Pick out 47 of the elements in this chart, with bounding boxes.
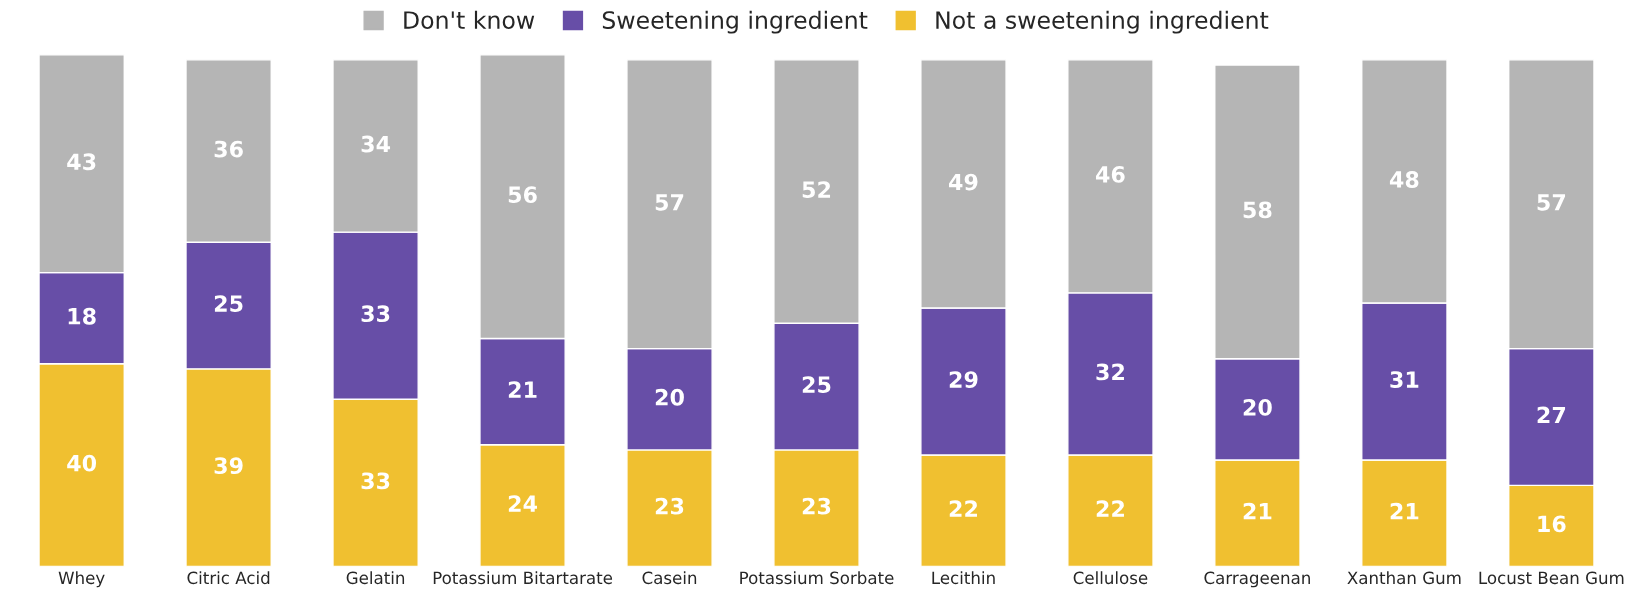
data-label: 33 — [361, 472, 390, 490]
data-label: 25 — [802, 376, 831, 394]
x-tick-label: Cellulose — [1073, 571, 1148, 585]
data-label: 34 — [361, 135, 391, 153]
x-tick-label: Potassium Sorbate — [740, 571, 894, 585]
data-label: 39 — [214, 457, 243, 475]
data-label: 22 — [1096, 500, 1124, 517]
data-label: 43 — [67, 153, 96, 171]
data-label: 20 — [655, 388, 684, 406]
data-label: 40 — [67, 454, 97, 472]
data-label: 36 — [214, 140, 243, 158]
data-label: 57 — [1537, 194, 1566, 211]
data-label: 21 — [508, 381, 537, 398]
x-tick-label: Xanthan Gum — [1347, 571, 1461, 585]
legend-label: Not a sweetening ingredient — [936, 10, 1269, 34]
data-label: 58 — [1243, 201, 1272, 219]
x-tick-label: Citric Acid — [187, 571, 270, 585]
data-label: 21 — [1390, 502, 1419, 520]
data-label: 57 — [655, 194, 684, 211]
data-label: 48 — [1389, 171, 1419, 188]
x-tick-label: Whey — [58, 571, 105, 588]
data-label: 23 — [655, 497, 684, 515]
x-tick-label: Gelatin — [346, 571, 405, 585]
data-label: 22 — [949, 500, 977, 517]
data-label: 29 — [949, 371, 978, 388]
legend-label: Sweetening ingredient — [602, 10, 868, 34]
data-label: 32 — [1096, 363, 1124, 381]
data-label: 33 — [361, 305, 390, 323]
x-tick-label: Casein — [642, 571, 697, 585]
data-label: 52 — [802, 181, 831, 199]
data-label: 21 — [1243, 502, 1272, 520]
x-tick-label: Potassium Bitartarate — [433, 571, 613, 585]
data-label: 49 — [949, 173, 978, 191]
data-label: 56 — [508, 186, 537, 204]
data-label: 23 — [802, 497, 831, 515]
data-label: 18 — [68, 307, 96, 325]
x-tick-label: Carrageenan — [1204, 571, 1310, 588]
data-label: 27 — [1537, 406, 1566, 424]
data-label: 31 — [1390, 371, 1419, 388]
x-tick-label: Lecithin — [932, 571, 995, 585]
data-label: 20 — [1243, 399, 1272, 416]
legend-label: Don't know — [404, 10, 535, 29]
data-label: 25 — [214, 295, 243, 312]
data-label: 24 — [508, 495, 537, 512]
data-label: 16 — [1538, 515, 1566, 533]
x-tick-label: Locust Bean Gum — [1479, 571, 1624, 585]
data-label: 46 — [1095, 166, 1125, 183]
